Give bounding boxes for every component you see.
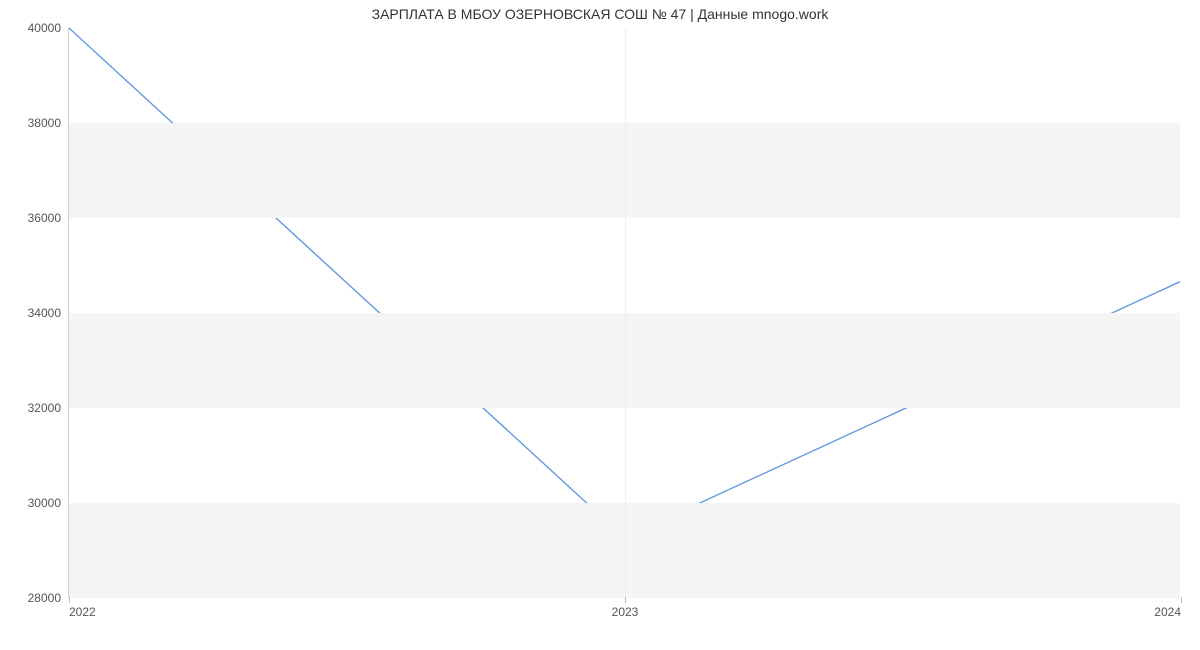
chart-title: ЗАРПЛАТА В МБОУ ОЗЕРНОВСКАЯ СОШ № 47 | Д… xyxy=(0,6,1200,22)
x-tick-label: 2022 xyxy=(69,605,96,619)
plot-area: 2800030000320003400036000380004000020222… xyxy=(68,28,1180,598)
x-tick xyxy=(625,597,626,603)
y-tick-label: 38000 xyxy=(28,116,61,130)
salary-line-chart: ЗАРПЛАТА В МБОУ ОЗЕРНОВСКАЯ СОШ № 47 | Д… xyxy=(0,0,1200,650)
x-tick-label: 2024 xyxy=(1154,605,1181,619)
x-tick xyxy=(1181,597,1182,603)
y-tick-label: 34000 xyxy=(28,306,61,320)
y-tick-label: 28000 xyxy=(28,591,61,605)
y-tick-label: 32000 xyxy=(28,401,61,415)
x-gridline xyxy=(625,28,626,597)
x-tick-label: 2023 xyxy=(612,605,639,619)
y-tick-label: 36000 xyxy=(28,211,61,225)
y-tick-label: 30000 xyxy=(28,496,61,510)
y-tick-label: 40000 xyxy=(28,21,61,35)
x-tick xyxy=(69,597,70,603)
